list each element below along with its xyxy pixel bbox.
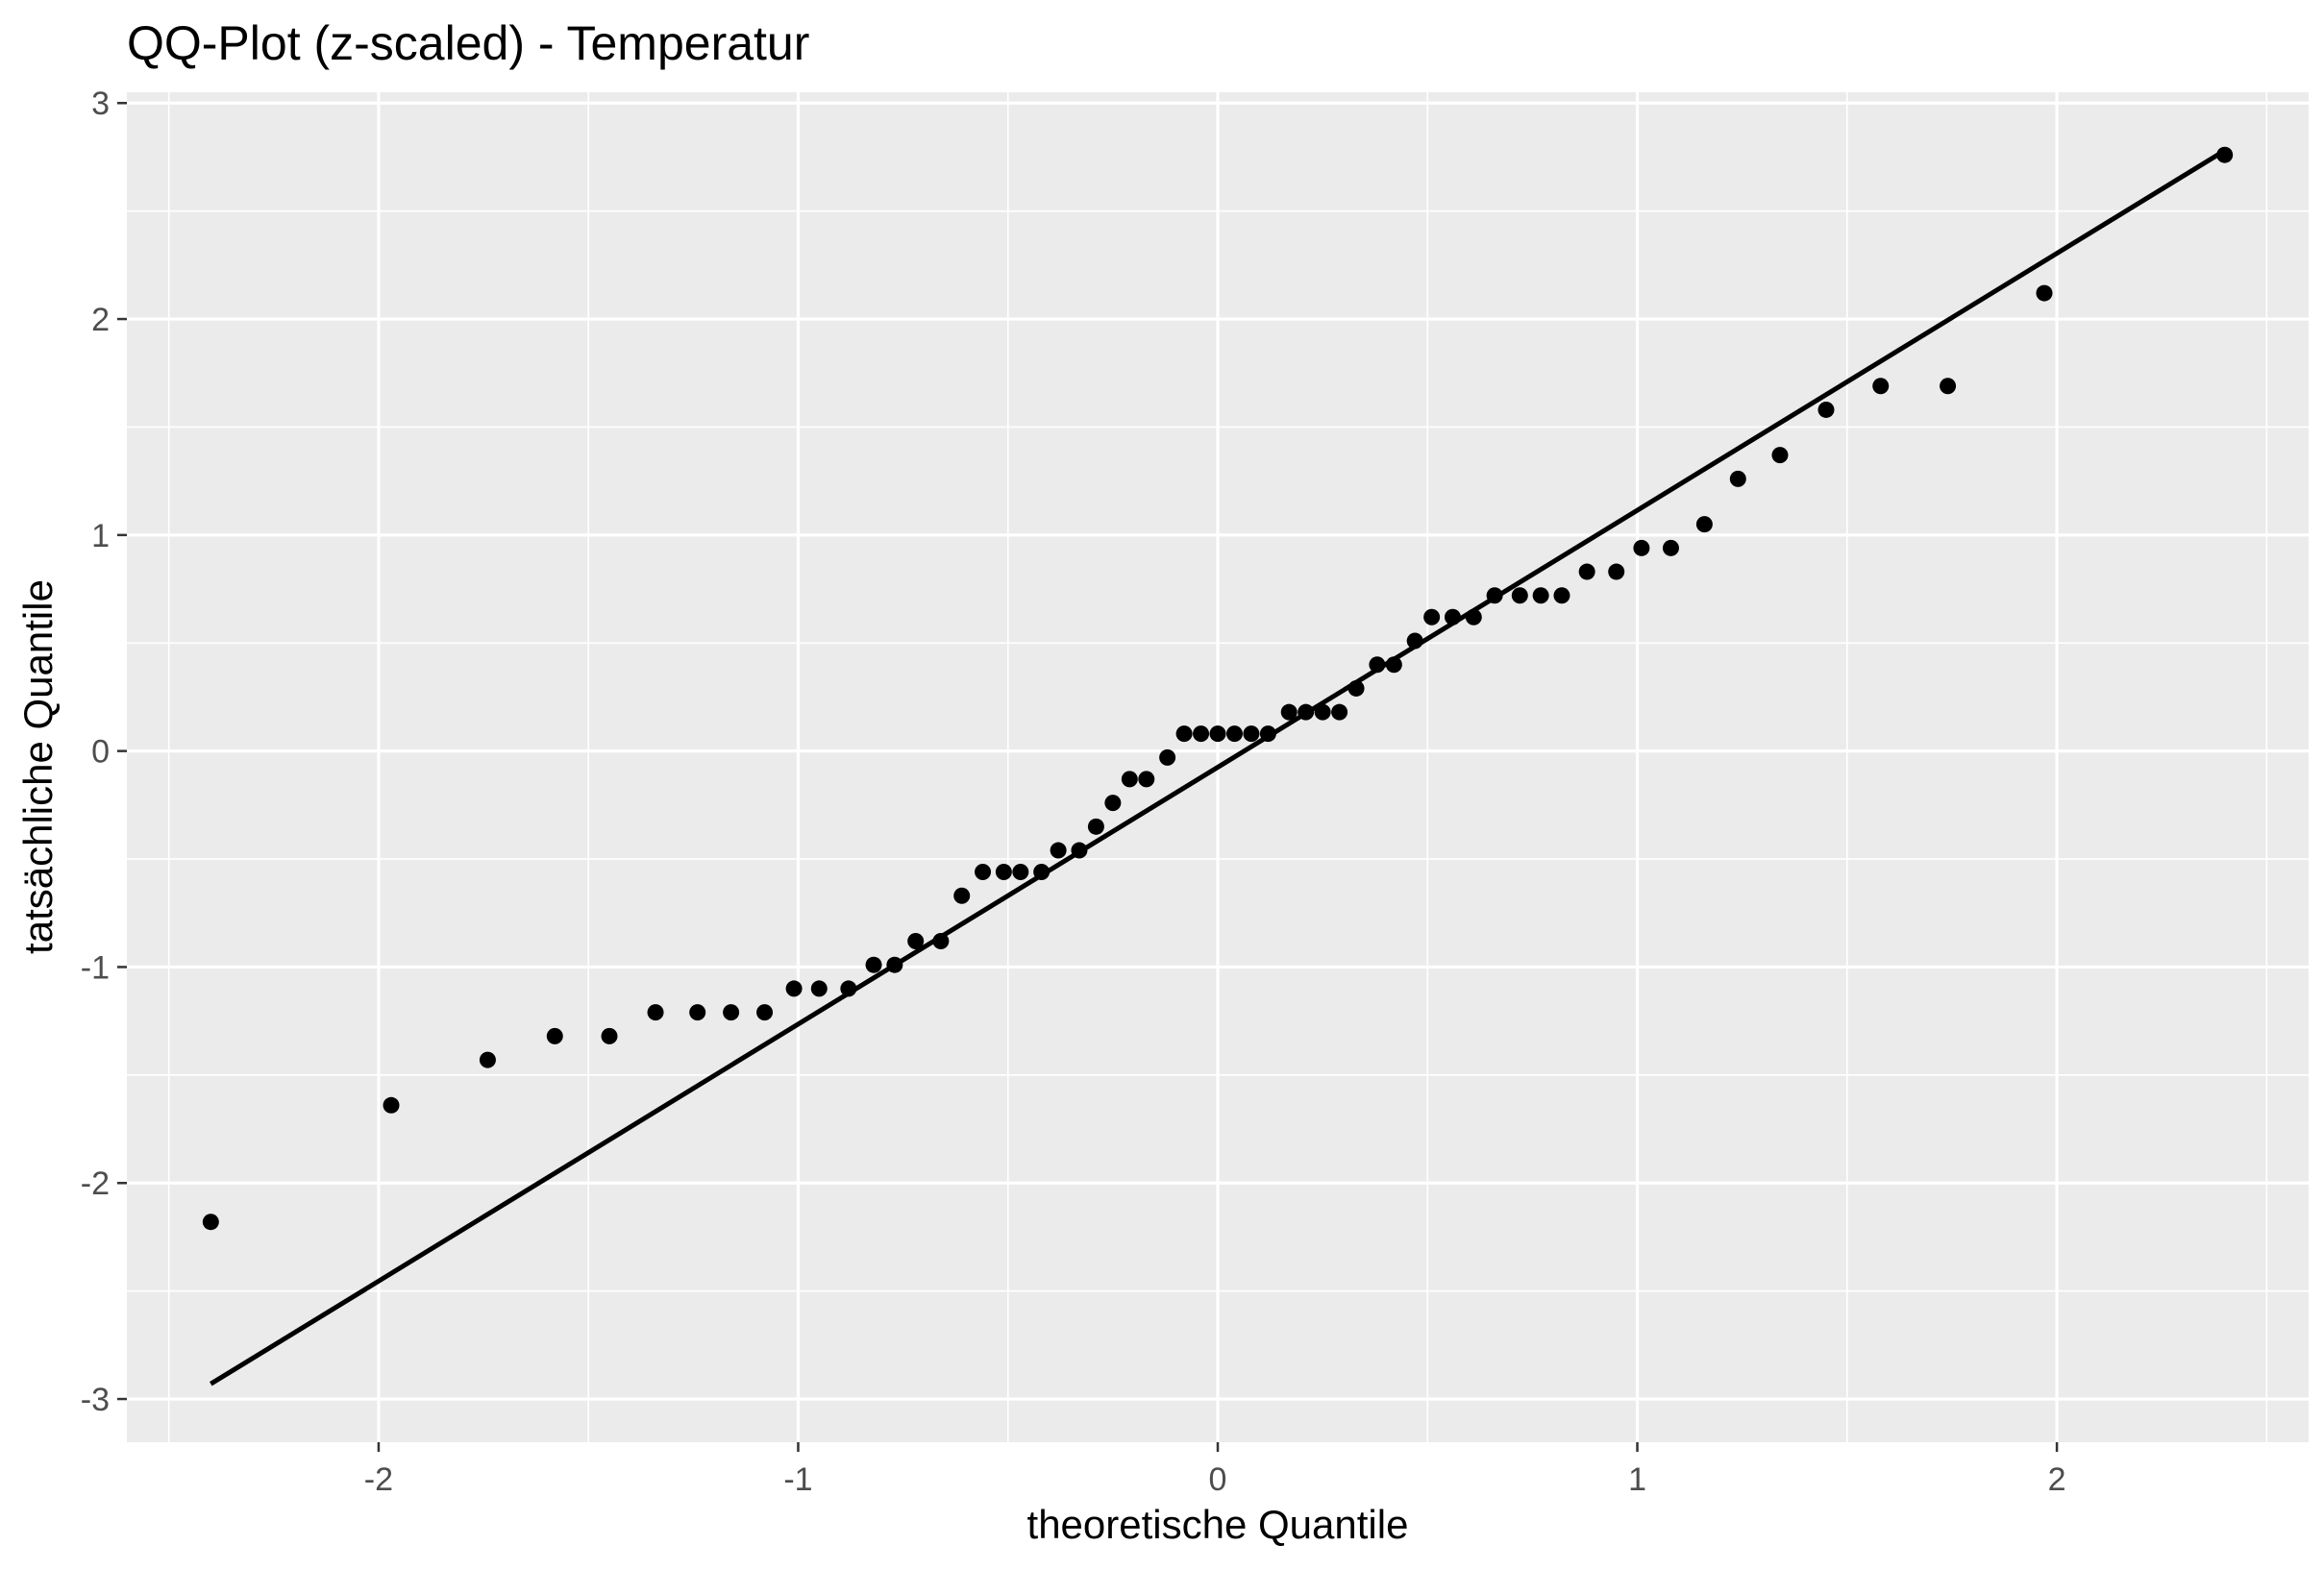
- x-tick-label: 0: [1209, 1461, 1227, 1498]
- data-points: [202, 146, 2234, 1231]
- data-point: [953, 887, 971, 904]
- data-point: [1465, 608, 1482, 626]
- data-point: [840, 980, 857, 997]
- data-point: [1406, 632, 1423, 650]
- data-point: [1511, 587, 1528, 604]
- reference-line: [210, 148, 2226, 1386]
- data-point: [1104, 795, 1122, 812]
- data-point: [1259, 725, 1276, 743]
- data-point: [1225, 725, 1243, 743]
- data-point: [647, 1004, 664, 1021]
- data-point: [785, 980, 803, 997]
- data-point: [1050, 842, 1067, 859]
- data-point: [756, 1004, 774, 1021]
- data-point: [1121, 771, 1138, 788]
- data-point: [546, 1027, 563, 1044]
- data-point: [1369, 656, 1386, 674]
- x-tick-label: -1: [783, 1461, 812, 1498]
- data-point: [479, 1051, 496, 1068]
- data-point: [1662, 539, 1679, 556]
- data-point: [1608, 563, 1625, 580]
- y-tick-label: -3: [81, 1382, 110, 1418]
- data-point: [601, 1027, 618, 1044]
- data-point: [1209, 725, 1226, 743]
- x-tick-label: -2: [364, 1461, 393, 1498]
- data-point: [1243, 725, 1260, 743]
- data-point: [1578, 563, 1595, 580]
- data-point: [1087, 818, 1104, 835]
- chart-title: QQ-Plot (z-scaled) - Temperatur: [127, 16, 809, 70]
- data-point: [1771, 447, 1789, 464]
- y-tick-label: 3: [91, 86, 110, 122]
- y-tick-label: -1: [81, 949, 110, 986]
- data-point: [886, 956, 903, 973]
- data-point: [723, 1004, 740, 1021]
- data-point: [1138, 771, 1155, 788]
- x-axis: -2 -1 0 1 2: [364, 1442, 2066, 1498]
- data-point: [1159, 748, 1176, 766]
- data-point: [1331, 703, 1348, 721]
- data-point: [1695, 516, 1713, 533]
- data-point: [1314, 703, 1331, 721]
- y-tick-label: 2: [91, 302, 110, 338]
- data-point: [1175, 725, 1193, 743]
- data-point: [1423, 608, 1441, 626]
- data-point: [1280, 703, 1298, 721]
- data-point: [202, 1214, 219, 1231]
- data-point: [689, 1004, 706, 1021]
- data-point: [1385, 656, 1402, 674]
- x-tick-label: 2: [2048, 1461, 2066, 1498]
- data-point: [865, 956, 882, 973]
- data-point: [810, 980, 828, 997]
- data-point: [383, 1096, 400, 1114]
- data-point: [1633, 539, 1650, 556]
- x-axis-title: theoretische Quantile: [1027, 1502, 1409, 1547]
- data-point: [1486, 587, 1503, 604]
- y-axis: -3 -2 -1 0 1 2 3: [81, 86, 127, 1418]
- data-point: [1347, 679, 1365, 697]
- data-point: [2036, 284, 2053, 302]
- data-point: [1193, 725, 1210, 743]
- data-point: [907, 932, 925, 949]
- data-point: [1729, 470, 1746, 487]
- data-point: [932, 932, 950, 949]
- y-tick-label: 0: [91, 734, 110, 771]
- y-tick-label: -2: [81, 1165, 110, 1202]
- data-point: [1298, 703, 1315, 721]
- data-point: [1817, 401, 1835, 418]
- data-point: [1940, 378, 1957, 395]
- y-axis-title: tatsächliche Quantile: [15, 579, 61, 954]
- data-point: [1033, 864, 1051, 881]
- data-point: [995, 864, 1012, 881]
- data-point: [1012, 864, 1029, 881]
- data-point: [2216, 146, 2234, 163]
- data-point: [1444, 608, 1461, 626]
- x-tick-label: 1: [1628, 1461, 1646, 1498]
- reference-line-group: [210, 148, 2226, 1386]
- data-point: [1553, 587, 1570, 604]
- data-point: [975, 864, 992, 881]
- data-point: [1872, 378, 1890, 395]
- y-tick-label: 1: [91, 518, 110, 554]
- data-point: [1071, 842, 1088, 859]
- data-point: [1532, 587, 1549, 604]
